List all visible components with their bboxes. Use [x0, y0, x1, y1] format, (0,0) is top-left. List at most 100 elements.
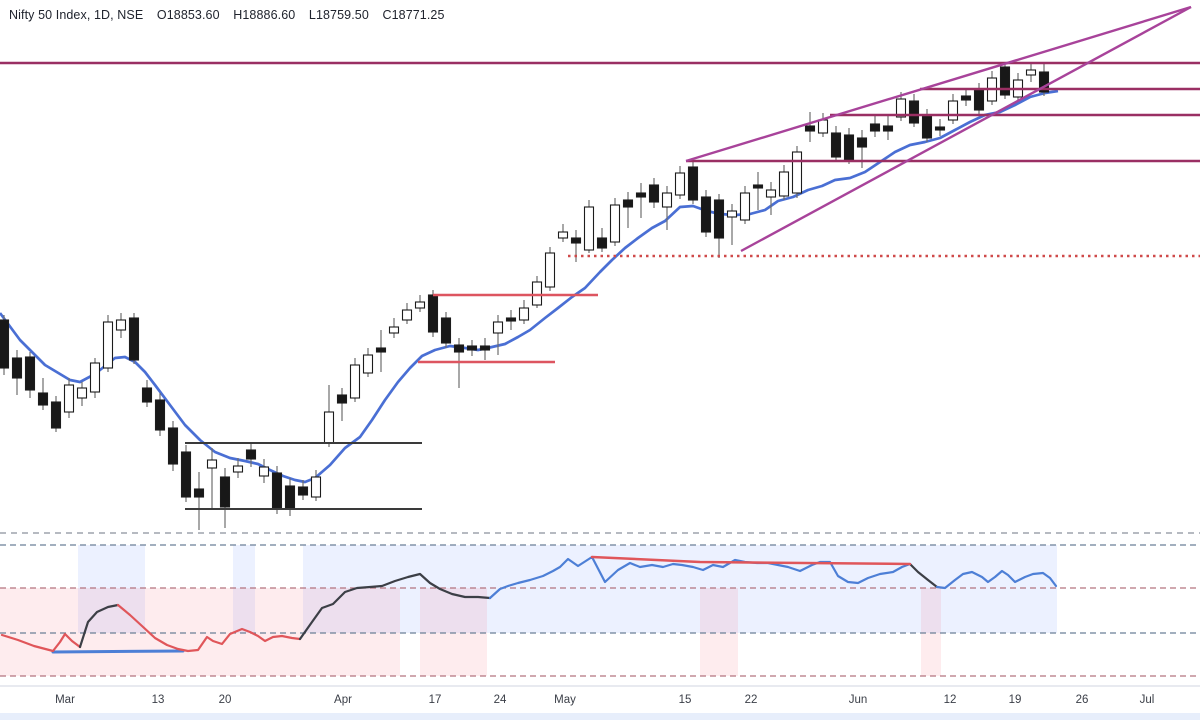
candle-body — [817, 119, 829, 134]
candle-body — [37, 392, 49, 406]
candle-bullish — [518, 300, 530, 324]
candle-bearish — [856, 130, 868, 168]
candle-bullish — [765, 182, 777, 215]
candle-body — [323, 411, 335, 444]
candle-bullish — [1025, 64, 1037, 82]
candle-bullish — [388, 318, 400, 338]
regime-band-bearish — [700, 588, 738, 676]
candle-body — [804, 125, 816, 132]
price-pane[interactable] — [0, 62, 1059, 530]
candle-body — [466, 345, 478, 351]
candle-bearish — [24, 352, 36, 398]
ohlc-high: H18886.60 — [233, 8, 296, 22]
candle-bullish — [791, 146, 803, 198]
candle-body — [362, 354, 374, 374]
regime-band-bearish — [0, 588, 400, 676]
oscillator-line-black — [78, 603, 120, 649]
symbol-title[interactable]: Nifty 50 Index, 1D, NSE — [9, 8, 144, 22]
candle-body — [414, 301, 426, 309]
regime-band-bullish — [233, 545, 255, 633]
candle-bearish — [882, 114, 894, 140]
candle-body — [50, 401, 62, 429]
candle-body — [440, 317, 452, 344]
candle-body — [232, 465, 244, 473]
oscillator-line-red — [116, 603, 302, 653]
candle-body — [505, 317, 517, 322]
oscillator-trendline[interactable] — [590, 555, 912, 566]
time-axis-label: 15 — [679, 694, 692, 706]
candle-body — [245, 449, 257, 460]
indicator-pane[interactable] — [0, 532, 1200, 677]
candle-body — [544, 252, 556, 288]
candle-bullish — [258, 459, 270, 483]
candle-body — [778, 171, 790, 197]
candle-bearish — [375, 330, 387, 372]
candle-bearish — [466, 340, 478, 356]
candle-body — [687, 166, 699, 201]
channel-lower-trendline[interactable] — [740, 5, 1192, 253]
candle-body — [661, 192, 673, 208]
candle-body — [388, 326, 400, 334]
ohlc-low: L18759.50 — [308, 8, 369, 22]
candle-bearish — [635, 183, 647, 218]
candle-body — [609, 204, 621, 243]
oscillator-baseline — [51, 649, 185, 654]
candle-body — [154, 399, 166, 431]
candle-bearish — [596, 228, 608, 252]
candle-body — [284, 485, 296, 510]
candle-body — [76, 387, 88, 399]
candle-bullish — [817, 113, 829, 137]
candle-bearish — [50, 396, 62, 432]
candle-body — [934, 126, 946, 131]
candle-body — [102, 321, 114, 369]
candle-body — [258, 466, 270, 477]
candle-body — [960, 95, 972, 101]
ohlc-close: C18771.25 — [382, 8, 445, 22]
candle-body — [869, 123, 881, 132]
candle-bearish — [440, 312, 452, 348]
regime-band-bullish — [303, 545, 1057, 633]
candle-body — [492, 321, 504, 334]
channel-upper-trendline[interactable] — [685, 5, 1192, 163]
candle-body — [141, 387, 153, 403]
time-axis-label: 20 — [219, 694, 232, 706]
candle-body — [531, 281, 543, 306]
candle-bullish — [76, 382, 88, 406]
candle-bearish — [245, 443, 257, 467]
candle-bearish — [193, 472, 205, 530]
candle-bullish — [674, 166, 686, 199]
candle-body — [1025, 69, 1037, 76]
candle-body — [271, 472, 283, 509]
symbol-info-bar: Nifty 50 Index, 1D, NSE O18853.60 H18886… — [9, 8, 455, 22]
candle-bearish — [700, 190, 712, 237]
candle-bearish — [141, 380, 153, 407]
candle-bullish — [63, 378, 75, 418]
candle-body — [219, 476, 231, 508]
oscillator-line-black — [298, 572, 492, 641]
candle-bullish — [310, 470, 322, 501]
time-axis[interactable]: Mar 13 20 Apr 17 24 May 15 22 Jun 12 19 26 Jul — [0, 685, 1200, 720]
candle-body — [856, 137, 868, 148]
candle-bearish — [271, 466, 283, 514]
candle-body — [596, 237, 608, 249]
candle-bearish — [752, 172, 764, 210]
regime-band-bearish — [921, 588, 941, 676]
candle-bearish — [843, 128, 855, 164]
candle-bearish — [167, 421, 179, 471]
candle-bullish — [349, 358, 361, 402]
candle-body — [167, 427, 179, 465]
candle-bearish — [908, 94, 920, 127]
candle-body — [310, 476, 322, 498]
candle-bullish — [323, 385, 335, 447]
candle-bearish — [869, 116, 881, 137]
ma-line — [0, 89, 1059, 484]
candle-body — [128, 317, 140, 361]
oscillator-line-red — [0, 632, 82, 653]
candle-body — [726, 210, 738, 218]
candle-bullish — [557, 224, 569, 242]
time-axis-label: 26 — [1076, 694, 1089, 706]
candle-body — [180, 451, 192, 498]
candle-bearish — [999, 62, 1011, 99]
candle-bearish — [0, 315, 10, 375]
